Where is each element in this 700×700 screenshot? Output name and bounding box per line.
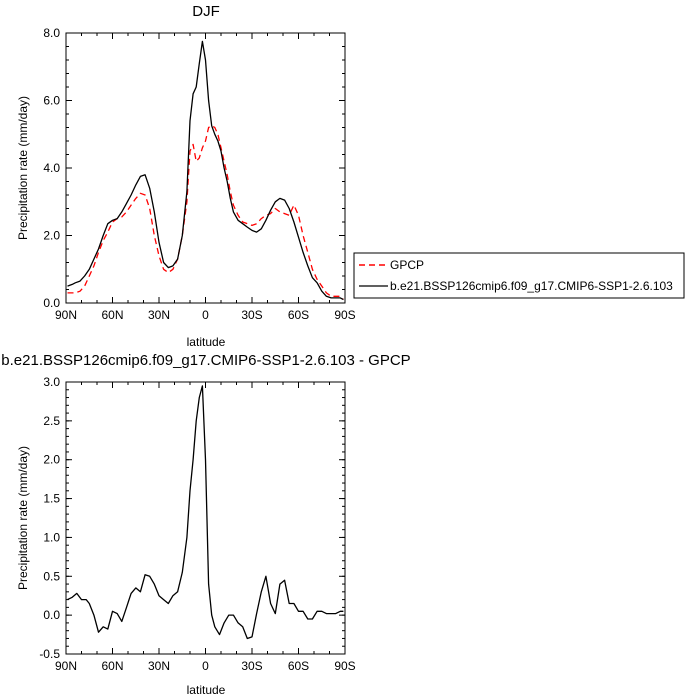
top-chart-title: DJF bbox=[192, 3, 220, 20]
bottom-y-tick-label: 3.0 bbox=[43, 375, 60, 389]
bottom-y-tick-label: -0.5 bbox=[39, 647, 60, 661]
top-series-line-0 bbox=[67, 125, 344, 301]
legend-label-model: b.e21.BSSP126cmip6.f09_g17.CMIP6-SSP1-2.… bbox=[390, 279, 673, 293]
top-y-tick-label: 0.0 bbox=[43, 296, 60, 310]
bottom-x-tick-label: 30S bbox=[241, 659, 262, 673]
bottom-x-tick-label: 60N bbox=[101, 659, 123, 673]
top-series-line-1 bbox=[67, 40, 344, 301]
bottom-chart-title: b.e21.BSSP126cmip6.f09_g17.CMIP6-SSP1-2.… bbox=[1, 352, 410, 369]
top-x-tick-label: 90N bbox=[55, 308, 77, 322]
bottom-y-tick-label: 1.0 bbox=[43, 530, 60, 544]
bottom-panel: b.e21.BSSP126cmip6.f09_g17.CMIP6-SSP1-2.… bbox=[1, 352, 410, 697]
bottom-x-tick-label: 90N bbox=[55, 659, 77, 673]
top-x-tick-label: 30N bbox=[148, 308, 170, 322]
bottom-x-tick-label: 0 bbox=[202, 659, 209, 673]
top-y-tick-label: 4.0 bbox=[43, 161, 60, 175]
legend-label-gpcp: GPCP bbox=[390, 258, 424, 272]
bottom-y-tick-label: 1.5 bbox=[43, 492, 60, 506]
top-y-axis-label: Precipitation rate (mm/day) bbox=[16, 96, 30, 240]
top-y-tick-label: 8.0 bbox=[43, 26, 60, 40]
top-panel: DJF 90N 60N 30N 0 30S 60S 90S 0.0 2.0 4.0 6.0 8.0 l… bbox=[16, 3, 356, 349]
top-y-tick-label: 2.0 bbox=[43, 229, 60, 243]
bottom-y-tick-label: 0.0 bbox=[43, 608, 60, 622]
bottom-y-tick-label: 2.0 bbox=[43, 453, 60, 467]
bottom-y-axis-label: Precipitation rate (mm/day) bbox=[16, 446, 30, 590]
top-x-tick-label: 90S bbox=[334, 308, 355, 322]
top-x-tick-label: 30S bbox=[241, 308, 262, 322]
legend-box bbox=[353, 252, 685, 299]
bottom-x-tick-label: 60S bbox=[288, 659, 309, 673]
top-plot-frame bbox=[65, 32, 346, 304]
bottom-x-tick-label: 90S bbox=[334, 659, 355, 673]
bottom-x-axis-label: latitude bbox=[187, 683, 226, 697]
top-x-tick-label: 0 bbox=[202, 308, 209, 322]
bottom-x-tick-label: 30N bbox=[148, 659, 170, 673]
bottom-series-line-0 bbox=[67, 385, 344, 640]
top-y-tick-label: 6.0 bbox=[43, 94, 60, 108]
bottom-plot-frame bbox=[65, 381, 346, 655]
top-x-tick-label: 60S bbox=[288, 308, 309, 322]
top-x-axis-label: latitude bbox=[187, 335, 226, 349]
bottom-y-tick-label: 2.5 bbox=[43, 414, 60, 428]
top-x-tick-label: 60N bbox=[101, 308, 123, 322]
legend: GPCP b.e21.BSSP126cmip6.f09_g17.CMIP6-SS… bbox=[353, 252, 685, 299]
bottom-y-tick-label: 0.5 bbox=[43, 569, 60, 583]
